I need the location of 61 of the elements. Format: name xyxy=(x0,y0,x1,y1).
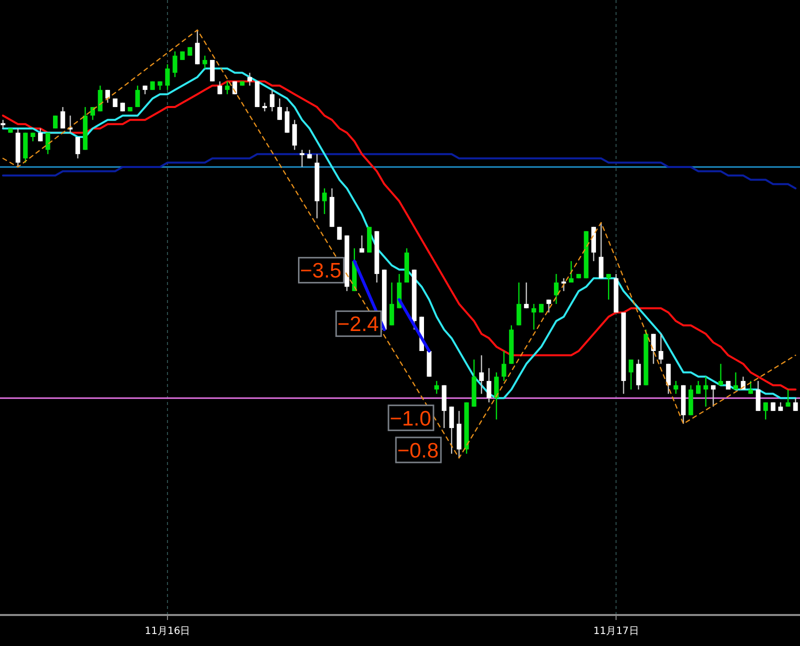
candlestick xyxy=(322,188,327,215)
candlestick xyxy=(60,106,66,130)
candlestick xyxy=(703,376,708,408)
candlestick xyxy=(674,380,678,394)
candlestick xyxy=(300,149,304,168)
annotation: −2.4 xyxy=(337,313,380,336)
candlestick xyxy=(532,303,536,330)
candlestick xyxy=(202,55,208,70)
candlestick xyxy=(733,372,738,390)
candlestick xyxy=(494,372,499,420)
x-tick-label: 11月16日 xyxy=(144,626,190,637)
candlestick xyxy=(696,380,701,394)
candlestick xyxy=(479,354,484,394)
candlestick xyxy=(554,273,559,305)
candlestick xyxy=(224,80,230,95)
candlestick xyxy=(606,273,611,300)
candlestick xyxy=(195,29,200,65)
candlestick xyxy=(718,363,724,386)
candlestick xyxy=(360,234,364,254)
candlestick xyxy=(546,299,552,314)
candlestick xyxy=(98,85,103,112)
candlestick xyxy=(210,59,215,82)
candlestick xyxy=(756,380,760,412)
candlestick xyxy=(516,282,522,326)
candlestick xyxy=(53,115,58,130)
candlestick xyxy=(292,119,297,150)
candlestick xyxy=(568,260,574,284)
candlestick xyxy=(561,278,566,292)
x-tick-label: 11月17日 xyxy=(593,626,639,637)
candlestick xyxy=(449,406,454,454)
annotation: −3.5 xyxy=(300,260,342,283)
candlestick xyxy=(165,64,170,91)
candlestick xyxy=(38,128,43,142)
candlestick xyxy=(434,380,439,394)
candlestick xyxy=(284,106,290,134)
candlestick xyxy=(666,363,671,394)
candlestick xyxy=(793,397,798,412)
annotation: −1.0 xyxy=(390,407,432,430)
candlestick xyxy=(262,102,267,112)
candlestick xyxy=(75,136,80,159)
candlestick xyxy=(270,89,274,112)
candlestick xyxy=(786,388,790,408)
candlestick xyxy=(502,350,506,382)
annotation: −0.8 xyxy=(397,439,439,462)
candlestick xyxy=(135,85,140,108)
candlestick xyxy=(172,50,178,78)
candlestick xyxy=(217,80,222,95)
candlestick xyxy=(628,358,634,390)
candlestick xyxy=(46,132,50,155)
candlestick xyxy=(636,358,641,390)
candlestick xyxy=(277,98,282,120)
candlestick xyxy=(763,402,768,420)
candlestick xyxy=(748,380,753,394)
candlestick xyxy=(658,333,664,364)
candlestick xyxy=(486,368,492,403)
candlestick xyxy=(524,282,529,309)
candlestick xyxy=(651,333,656,364)
candlestick xyxy=(389,282,394,326)
candlestick xyxy=(598,222,604,279)
candlestick xyxy=(247,72,252,86)
candlestick xyxy=(710,384,716,408)
